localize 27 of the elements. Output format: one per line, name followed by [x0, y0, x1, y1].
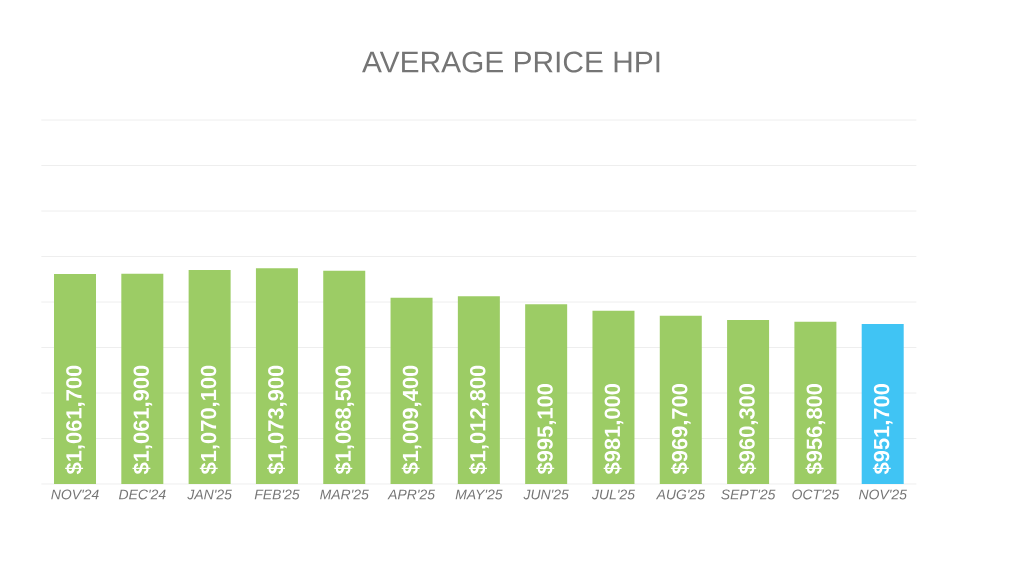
x-tick-label: JUN'25	[523, 489, 569, 500]
x-tick-label: MAY'25	[455, 489, 503, 500]
data-label: $969,700	[670, 383, 691, 475]
data-label: $1,061,700	[65, 365, 85, 475]
data-label: $960,300	[738, 383, 758, 475]
x-tick-label: NOV'24	[51, 489, 99, 500]
chart-title: AVERAGE PRICE HPI	[362, 51, 660, 73]
x-tick-label: NOV'25	[858, 489, 907, 500]
data-label: $1,068,500	[334, 365, 355, 475]
data-label: $981,000	[603, 383, 624, 475]
x-tick-label: JAN'25	[187, 489, 232, 500]
data-label: $956,800	[805, 383, 826, 475]
x-tick-label: AUG'25	[655, 489, 706, 500]
x-tick-label: FEB'25	[254, 489, 300, 500]
data-label: $995,100	[536, 383, 556, 475]
data-label: $1,012,800	[469, 365, 489, 475]
x-tick-label: APR'25	[387, 489, 436, 500]
data-label: $1,009,400	[401, 365, 422, 475]
data-label: $1,061,900	[132, 365, 153, 475]
x-tick-label: DEC'24	[118, 489, 166, 500]
data-label: $1,073,900	[267, 365, 287, 475]
x-tick-label: MAR'25	[320, 489, 369, 500]
x-tick-label: OCT'25	[792, 489, 840, 500]
data-label: $951,700	[872, 383, 893, 475]
x-tick-label: JUL'25	[591, 489, 635, 500]
data-label: $1,070,100	[199, 365, 220, 475]
x-tick-label: SEPT'25	[721, 489, 776, 500]
